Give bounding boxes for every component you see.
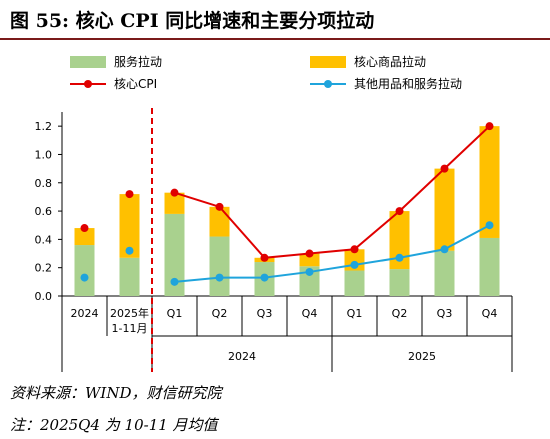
y-tick-label: 1.0: [35, 148, 53, 161]
core-cpi-point: [260, 253, 269, 262]
core-cpi-line: [174, 125, 491, 259]
x-tick-label: 2024: [71, 307, 99, 320]
other-goods-point: [215, 273, 224, 282]
core-goods-bar: [389, 211, 410, 270]
services-bar: [344, 270, 365, 296]
services-bar: [164, 213, 185, 296]
other-goods-point: [395, 253, 404, 262]
y-tick-label: 1.2: [35, 120, 53, 133]
core-cpi-point: [350, 245, 359, 254]
other-goods-point: [80, 273, 89, 282]
x-tick-label: Q1: [347, 307, 363, 320]
services-bar: [299, 266, 320, 296]
legend-label: 核心商品拉动: [354, 54, 426, 69]
legend-swatch: [70, 56, 106, 68]
core-cpi-point: [485, 122, 494, 131]
other-goods-point: [350, 260, 359, 269]
bars: [74, 126, 500, 296]
core-cpi-point: [125, 190, 134, 199]
core-goods-bar: [434, 168, 455, 251]
other-goods-point: [170, 277, 179, 286]
x-tick-label: Q3: [437, 307, 453, 320]
core-cpi-point: [440, 164, 449, 173]
core-goods-bar: [299, 253, 320, 267]
y-tick-label: 0.8: [35, 177, 53, 190]
title-rule: [0, 38, 550, 40]
footnote: 注：2025Q4 为 10-11 月均值: [10, 416, 218, 434]
legend-label: 服务拉动: [114, 54, 162, 69]
core-goods-bar: [119, 194, 140, 258]
y-tick-label: 0.4: [35, 233, 53, 246]
other-goods-point: [125, 246, 134, 255]
lines: [80, 122, 494, 286]
x-tick-label: Q4: [482, 307, 498, 320]
x-tick-label: Q4: [302, 307, 318, 320]
source-note: 资料来源：WIND，财信研究院: [10, 384, 222, 402]
legend-swatch: [310, 56, 346, 68]
y-tick-label: 0.0: [35, 290, 53, 303]
services-bar: [389, 269, 410, 296]
other-goods-point: [305, 267, 314, 276]
x-tick-label: 1-11月: [112, 322, 148, 335]
figure-title: 图 55: 核心 CPI 同比增速和主要分项拉动: [10, 10, 375, 32]
x-group-label: 2025: [408, 350, 436, 363]
legend-swatch-marker: [324, 80, 332, 88]
core-cpi-point: [215, 202, 224, 211]
services-bar: [434, 250, 455, 296]
core-goods-bar: [74, 228, 95, 246]
x-tick-label: 2025年: [110, 306, 149, 320]
x-tick-label: Q2: [212, 307, 228, 320]
services-bar: [74, 245, 95, 296]
other-goods-point: [440, 245, 449, 254]
other-goods-point: [485, 221, 494, 230]
services-bar: [209, 236, 230, 296]
x-group-label: 2024: [228, 350, 256, 363]
legend-label: 核心CPI: [114, 77, 157, 91]
y-tick-label: 0.2: [35, 262, 53, 275]
core-cpi-point: [305, 249, 314, 258]
other-goods-line: [174, 224, 490, 283]
legend-swatch-marker: [84, 80, 92, 88]
x-tick-label: Q1: [167, 307, 183, 320]
legend-label: 其他用品和服务拉动: [354, 76, 462, 91]
services-bar: [119, 257, 140, 296]
x-tick-label: Q2: [392, 307, 408, 320]
core-cpi-point: [395, 207, 404, 216]
core-cpi-point: [170, 188, 179, 197]
services-bar: [479, 237, 500, 296]
core-goods-bar: [164, 192, 185, 214]
core-goods-bar: [479, 126, 500, 238]
y-tick-label: 0.6: [35, 205, 53, 218]
core-goods-bar: [209, 206, 230, 237]
core-cpi-point: [80, 224, 89, 233]
x-tick-label: Q3: [257, 307, 273, 320]
other-goods-point: [260, 273, 269, 282]
